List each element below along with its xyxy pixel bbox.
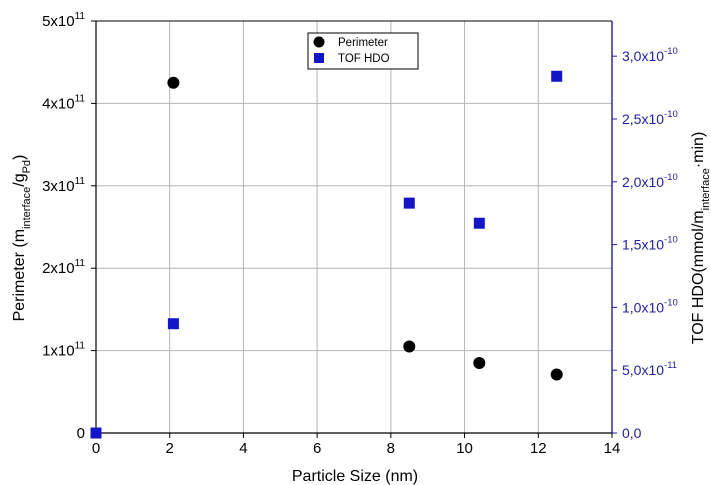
y-right-tick-label: 5,0x10-11 xyxy=(622,360,677,378)
grid-lines xyxy=(96,21,612,433)
x-tick-label: 8 xyxy=(387,440,395,457)
x-tick-label: 12 xyxy=(530,440,547,457)
legend: Perimeter TOF HDO xyxy=(307,32,419,70)
y-left-tick-label: 5x1011 xyxy=(42,11,85,30)
y-right-axis-title: TOF HDO(mmol/minterface·min) xyxy=(690,132,711,345)
tof-hdo-point xyxy=(551,70,563,82)
y-right-tick-label: 2,5x10-10 xyxy=(622,109,678,127)
legend-box xyxy=(307,32,419,70)
y-left-tick-label: 0 xyxy=(77,425,85,442)
x-tick-label: 14 xyxy=(604,440,621,457)
perimeter-point xyxy=(167,76,180,89)
y-right-tick-label: 0,0 xyxy=(622,425,642,441)
tof-hdo-point xyxy=(90,427,102,439)
x-tick-label: 0 xyxy=(92,440,100,457)
perimeter-point xyxy=(550,368,563,381)
x-tick-label: 4 xyxy=(239,440,247,457)
legend-tof-marker xyxy=(314,53,324,63)
y-left-axis-title: Perimeter (minterface/gPd) xyxy=(11,155,33,322)
x-tick-label: 10 xyxy=(456,440,473,457)
tof-hdo-point xyxy=(403,197,415,209)
legend-tof-label: TOF HDO xyxy=(338,53,390,65)
y-left-tick-label: 2x1011 xyxy=(42,258,85,277)
y-left-tick-label: 4x1011 xyxy=(42,93,85,112)
data-marks xyxy=(90,70,563,439)
tof-hdo-point xyxy=(167,318,179,330)
perimeter-point xyxy=(403,340,416,353)
y-left-tick-label: 1x1011 xyxy=(42,341,85,360)
x-axis-title: Particle Size (nm) xyxy=(292,468,418,485)
x-tick-label: 6 xyxy=(313,440,321,457)
y-left-tick-label: 3x1011 xyxy=(42,176,85,195)
y-right-tick-label: 1,5x10-10 xyxy=(622,235,678,253)
tick-labels: 0 2 4 6 8 10 12 14 0 1x1011 2x1011 3x1011 4x1011 5x10… xyxy=(42,11,678,457)
legend-perimeter-marker xyxy=(313,36,325,48)
x-tick-label: 2 xyxy=(166,440,174,457)
tof-hdo-point xyxy=(473,217,485,229)
legend-perimeter-label: Perimeter xyxy=(338,37,388,49)
y-right-tick-label: 1,0x10-10 xyxy=(622,297,678,315)
perimeter-point xyxy=(473,356,486,369)
y-right-tick-label: 2,0x10-10 xyxy=(622,172,678,190)
y-right-tick-label: 3,0x10-10 xyxy=(622,46,678,64)
